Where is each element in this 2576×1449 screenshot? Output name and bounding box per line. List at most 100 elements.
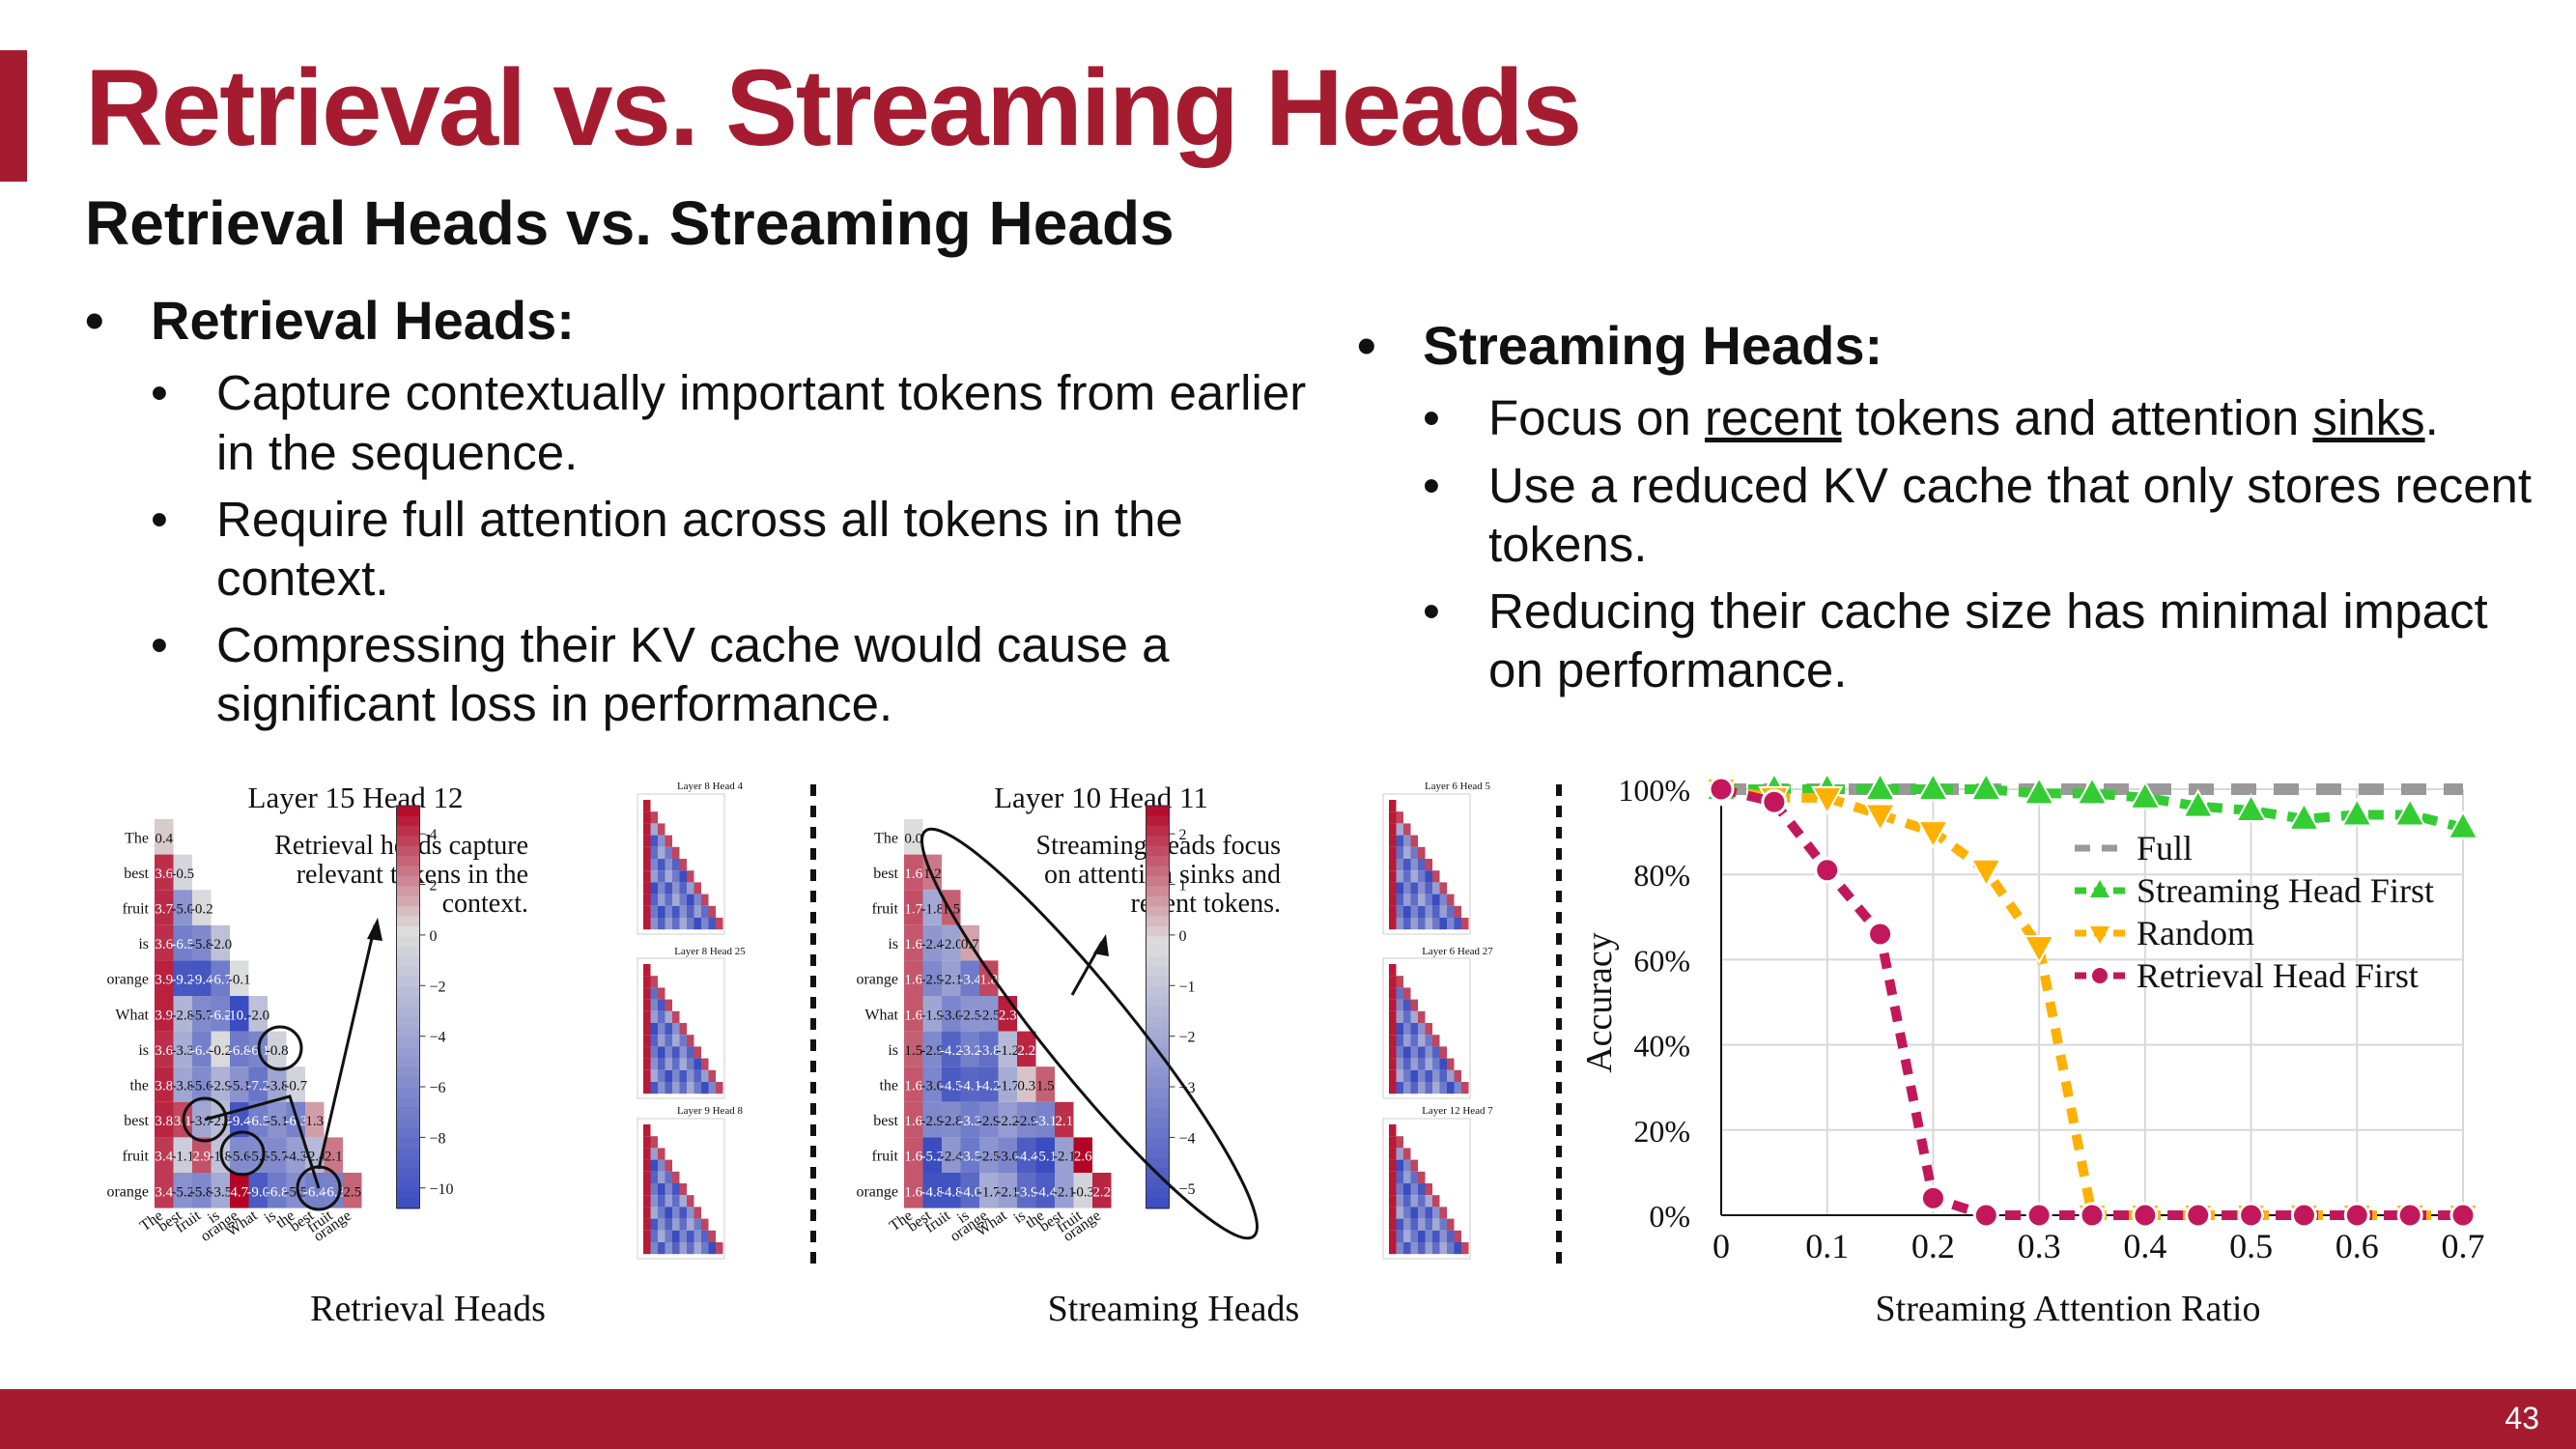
fig1-thumbnail-cell xyxy=(708,1230,716,1242)
fig1-thumbnail-cell xyxy=(701,1058,709,1070)
fig2-heatmap-cell xyxy=(942,890,961,925)
fig1-heatmap-cell-value: -5.7 xyxy=(190,1008,213,1023)
fig2-thumbnail-cell xyxy=(1418,1207,1426,1219)
chart-point xyxy=(2447,810,2479,839)
fig2-heatmap-cell xyxy=(1035,1066,1055,1102)
chart-point xyxy=(2076,1204,2109,1234)
fig1-heatmap-cell xyxy=(248,1066,268,1102)
fig2-heatmap-row-label: is xyxy=(888,1042,898,1059)
fig2-heatmap-colorbar-segment xyxy=(1146,1198,1170,1209)
fig2-heatmap-colorbar-segment xyxy=(1146,946,1170,958)
fig2-heatmap-cell-value: 1.5 xyxy=(904,1043,922,1059)
fig1-thumbnail-cell xyxy=(665,1242,672,1255)
fig2-thumbnail-cell xyxy=(1410,1230,1418,1242)
fig1-heatmap-col-label: fruit xyxy=(173,1208,205,1236)
fig1-heatmap-colorbar-segment xyxy=(396,925,420,938)
fig2-heatmap-cell-value: -4.1 xyxy=(958,1079,981,1094)
fig1-heatmap-cell-value: -2.8 xyxy=(171,1008,194,1023)
fig2-heatmap-cell xyxy=(1092,1173,1112,1208)
fig2-heatmap-cell xyxy=(904,924,923,961)
fig2-thumbnail-cell xyxy=(1396,1010,1403,1023)
fig2-thumbnail-cell xyxy=(1389,1195,1397,1208)
fig1-thumbnail-cell xyxy=(665,1023,672,1036)
fig1-heatmap-cell-value: 0.4 xyxy=(155,831,173,846)
fig2-thumbnail-cell xyxy=(1454,905,1461,918)
fig2-thumbnail-cell xyxy=(1403,1035,1411,1047)
fig1-heatmap-colorbar-segment xyxy=(396,906,420,918)
chart-point xyxy=(2238,1202,2265,1229)
fig2-heatmap-colorbar-segment xyxy=(1146,1157,1170,1169)
fig2-thumbnail-cell xyxy=(1425,1023,1432,1036)
fig2-thumbnail-cell xyxy=(1389,1035,1397,1047)
fig2-thumbnail-cell xyxy=(1396,811,1403,824)
chart-point xyxy=(1969,771,2002,801)
fig2-heatmap-cell-value: -4.8 xyxy=(940,1184,963,1200)
fig2-heatmap-cell-value: -2.1 xyxy=(1053,1150,1076,1165)
fig1-heatmap-cell xyxy=(173,1101,192,1138)
fig2-thumbnail-cell xyxy=(1418,1082,1426,1094)
fig2-thumbnail-cell xyxy=(1403,1207,1411,1219)
fig1-heatmap-cell-value: 3.6 xyxy=(155,867,173,882)
fig2-thumbnail-cell xyxy=(1418,1183,1426,1196)
fig2-thumbnail-cell xyxy=(1418,1023,1426,1036)
fig1-heatmap-cell xyxy=(230,1101,249,1138)
fig2-thumbnail-cell xyxy=(1389,1159,1397,1172)
fig1-heatmap-cell xyxy=(155,924,174,961)
fig1-heatmap-cell xyxy=(305,1101,325,1138)
fig1-thumbnail-cell xyxy=(665,1230,672,1242)
fig1-thumbnail xyxy=(637,793,725,935)
fig2-thumbnail-cell xyxy=(1389,1124,1397,1137)
fig2-heatmap-colorbar-segment xyxy=(1146,977,1170,988)
fig2-heatmap-col-label: best xyxy=(905,1208,935,1236)
fig1-heatmap-colorbar-segment xyxy=(396,1187,420,1200)
fig1-thumbnail-cell xyxy=(679,1035,687,1047)
fig2-thumbnail-cell xyxy=(1454,918,1461,930)
fig1-heatmap-colorbar-segment xyxy=(396,895,420,908)
fig2-thumbnail-cell xyxy=(1410,835,1418,847)
fig1-heatmap-cell xyxy=(286,1101,305,1138)
fig1-thumbnail-cell xyxy=(658,1171,665,1183)
fig2-thumbnail-cell xyxy=(1403,1069,1411,1082)
fig1-thumbnail-cell xyxy=(650,870,658,883)
fig1-heatmap-cell xyxy=(268,1066,287,1102)
fig1-thumbnail-cell xyxy=(672,859,680,871)
fig1-highlight-circle xyxy=(219,1130,266,1177)
fig2-heatmap-colorbar-segment xyxy=(1146,866,1170,877)
fig1-thumbnail-cell xyxy=(658,1159,665,1172)
fig2-thumbnail-cell xyxy=(1403,1171,1411,1183)
fig1-thumb-title-3: Layer 9 Head 8 xyxy=(677,1105,744,1117)
fig1-thumbnail-cell xyxy=(679,905,687,918)
fig1-thumbnail-cell xyxy=(701,1082,709,1094)
fig2-thumbnail-cell xyxy=(1439,1218,1447,1231)
fig1-thumbnail-cell xyxy=(650,882,658,895)
fig1-heatmap-cell-value: -5.6 xyxy=(190,1079,213,1094)
fig2-thumbnail-cell xyxy=(1396,905,1403,918)
fig1-heatmap-colorbar-segment xyxy=(396,1087,420,1099)
fig2-thumbnail-cell xyxy=(1432,882,1440,895)
fig1-heatmap-cell-value: -5.6 xyxy=(246,1150,269,1165)
fig1-thumbnail-cell xyxy=(665,1010,672,1023)
fig1-thumbnail-cell xyxy=(672,1023,680,1036)
fig1-thumbnail-cell xyxy=(643,964,651,977)
fig1-thumbnail-cell xyxy=(658,987,665,1000)
fig2-thumbnail-cell xyxy=(1389,1082,1397,1094)
fig1-heatmap-cell xyxy=(230,1173,249,1208)
fig1-thumbnail-cell xyxy=(665,1207,672,1219)
fig2-thumbnail-cell xyxy=(1389,905,1397,918)
fig2-heatmap-cell xyxy=(904,1173,923,1208)
fig1-heatmap-cell-value: -3.5 xyxy=(209,1184,232,1200)
fig1-thumbnail-cell xyxy=(672,1058,680,1070)
chart-point xyxy=(2182,1204,2215,1234)
fig1-heatmap-colorbar-segment xyxy=(396,815,420,827)
fig1-heatmap-cell-value: -5.2 xyxy=(171,1184,194,1200)
fig2-thumbnail-cell xyxy=(1389,1058,1397,1070)
fig2-heatmap-row-label: orange xyxy=(856,972,898,988)
fig1-heatmap-cell-value: -5.7 xyxy=(266,1150,289,1165)
fig2-thumbnail-cell xyxy=(1403,987,1411,1000)
fig1-thumbnail-cell xyxy=(658,846,665,859)
fig1-thumbnail-cell xyxy=(687,894,694,906)
fig1-heatmap-cell-value: 2.1 xyxy=(325,1150,343,1165)
fig2-thumbnail-cell xyxy=(1432,1082,1440,1094)
fig2-thumbnail-cell xyxy=(1425,1195,1432,1208)
fig1-heatmap-cell xyxy=(173,1031,192,1067)
